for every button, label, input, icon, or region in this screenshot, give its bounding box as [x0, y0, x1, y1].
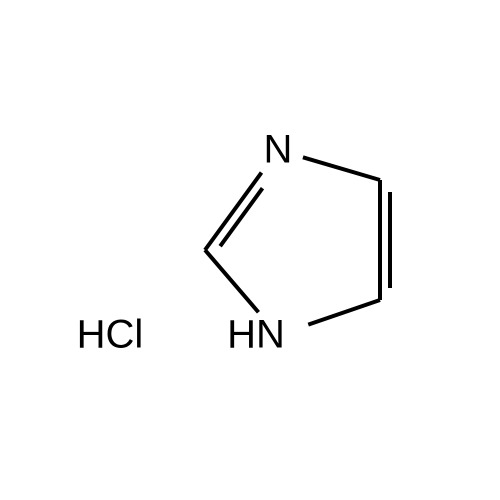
bond — [303, 157, 380, 180]
atom-label-N3: N — [264, 128, 293, 172]
bond — [205, 173, 261, 250]
molecule-diagram: HN N HCl — [0, 0, 500, 500]
atom-label-N1: HN — [227, 313, 285, 357]
salt-label: HCl — [77, 313, 144, 357]
bond — [308, 300, 380, 325]
bond — [205, 250, 258, 312]
